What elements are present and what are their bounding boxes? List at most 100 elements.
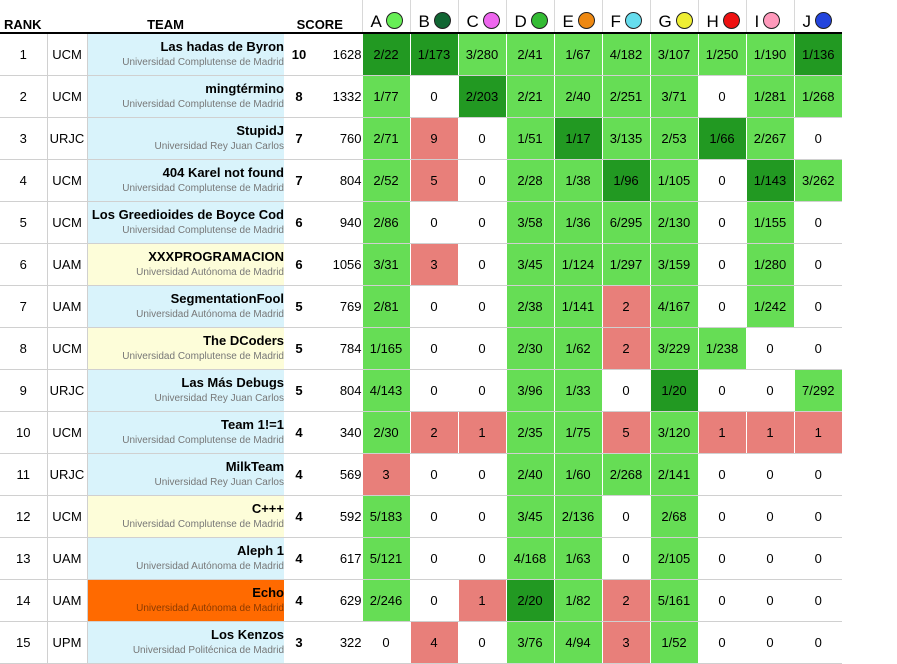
problem-cell[interactable]: 0 bbox=[457, 537, 507, 580]
problem-cell[interactable]: 3/262 bbox=[793, 159, 843, 202]
team-cell[interactable]: MilkTeam Universidad Rey Juan Carlos bbox=[87, 453, 284, 496]
problem-cell[interactable]: 1/33 bbox=[553, 369, 603, 412]
problem-header[interactable]: B bbox=[409, 0, 459, 34]
problem-cell[interactable]: 1/52 bbox=[649, 621, 699, 664]
problem-cell[interactable]: 1/17 bbox=[553, 117, 603, 160]
problem-cell[interactable]: 0 bbox=[697, 537, 747, 580]
problem-cell[interactable]: 3/229 bbox=[649, 327, 699, 370]
problem-cell[interactable]: 2/105 bbox=[649, 537, 699, 580]
problem-cell[interactable]: 0 bbox=[745, 369, 795, 412]
team-cell[interactable]: Las hadas de Byron Universidad Complutens… bbox=[87, 33, 284, 76]
problem-cell[interactable]: 2/35 bbox=[505, 411, 555, 454]
problem-cell[interactable]: 0 bbox=[457, 285, 507, 328]
problem-cell[interactable]: 0 bbox=[457, 117, 507, 160]
problem-cell[interactable]: 2/53 bbox=[649, 117, 699, 160]
problem-cell[interactable]: 0 bbox=[697, 621, 747, 664]
problem-cell[interactable]: 0 bbox=[793, 537, 843, 580]
problem-cell[interactable]: 2/136 bbox=[553, 495, 603, 538]
problem-cell[interactable]: 2/68 bbox=[649, 495, 699, 538]
team-cell[interactable]: Las Más Debugs Universidad Rey Juan Carlo… bbox=[87, 369, 284, 412]
problem-cell[interactable]: 0 bbox=[793, 285, 843, 328]
team-cell[interactable]: Los Greedioides de Boyce Cod Universidad … bbox=[87, 201, 284, 244]
problem-cell[interactable]: 1/281 bbox=[745, 75, 795, 118]
problem-cell[interactable]: 2 bbox=[601, 285, 651, 328]
problem-cell[interactable]: 2/40 bbox=[505, 453, 555, 496]
problem-cell[interactable]: 0 bbox=[601, 537, 651, 580]
problem-cell[interactable]: 0 bbox=[409, 579, 459, 622]
problem-cell[interactable]: 1/105 bbox=[649, 159, 699, 202]
problem-cell[interactable]: 2/41 bbox=[505, 33, 555, 76]
problem-cell[interactable]: 0 bbox=[601, 369, 651, 412]
problem-cell[interactable]: 0 bbox=[745, 579, 795, 622]
problem-cell[interactable]: 4/182 bbox=[601, 33, 651, 76]
problem-cell[interactable]: 0 bbox=[697, 495, 747, 538]
problem-cell[interactable]: 1/96 bbox=[601, 159, 651, 202]
problem-cell[interactable]: 1/190 bbox=[745, 33, 795, 76]
problem-cell[interactable]: 1/268 bbox=[793, 75, 843, 118]
problem-cell[interactable]: 0 bbox=[409, 201, 459, 244]
problem-cell[interactable]: 3/135 bbox=[601, 117, 651, 160]
problem-cell[interactable]: 0 bbox=[457, 453, 507, 496]
problem-cell[interactable]: 0 bbox=[457, 621, 507, 664]
table-row[interactable]: 8 UCM The DCoders Universidad Complutense d… bbox=[0, 327, 843, 370]
problem-cell[interactable]: 3/76 bbox=[505, 621, 555, 664]
problem-cell[interactable]: 0 bbox=[793, 327, 843, 370]
problem-cell[interactable]: 1 bbox=[457, 579, 507, 622]
problem-cell[interactable]: 5/121 bbox=[361, 537, 411, 580]
problem-cell[interactable]: 3/280 bbox=[457, 33, 507, 76]
problem-cell[interactable]: 3/31 bbox=[361, 243, 411, 286]
problem-cell[interactable]: 1/82 bbox=[553, 579, 603, 622]
problem-cell[interactable]: 0 bbox=[409, 495, 459, 538]
problem-cell[interactable]: 0 bbox=[697, 369, 747, 412]
problem-cell[interactable]: 2/246 bbox=[361, 579, 411, 622]
problem-cell[interactable]: 2/267 bbox=[745, 117, 795, 160]
problem-cell[interactable]: 2/38 bbox=[505, 285, 555, 328]
team-cell[interactable]: Aleph 1 Universidad Autónoma de Madrid bbox=[87, 537, 284, 580]
problem-header[interactable]: E bbox=[553, 0, 603, 34]
team-cell[interactable]: Team 1!=1 Universidad Complutense de Madr… bbox=[87, 411, 284, 454]
problem-cell[interactable]: 3/71 bbox=[649, 75, 699, 118]
problem-header[interactable]: C bbox=[457, 0, 507, 34]
problem-cell[interactable]: 1/242 bbox=[745, 285, 795, 328]
problem-cell[interactable]: 0 bbox=[745, 537, 795, 580]
problem-cell[interactable]: 4/94 bbox=[553, 621, 603, 664]
problem-cell[interactable]: 5 bbox=[409, 159, 459, 202]
team-cell[interactable]: mingtérmino Universidad Complutense de Ma… bbox=[87, 75, 284, 118]
problem-cell[interactable]: 0 bbox=[409, 537, 459, 580]
table-row[interactable]: 7 UAM SegmentationFool Universidad Autónoma… bbox=[0, 285, 843, 328]
problem-cell[interactable]: 3/45 bbox=[505, 495, 555, 538]
problem-cell[interactable]: 1/143 bbox=[745, 159, 795, 202]
problem-cell[interactable]: 0 bbox=[409, 75, 459, 118]
problem-cell[interactable]: 0 bbox=[745, 327, 795, 370]
problem-cell[interactable]: 3/45 bbox=[505, 243, 555, 286]
problem-header[interactable]: F bbox=[601, 0, 651, 34]
problem-cell[interactable]: 1/77 bbox=[361, 75, 411, 118]
problem-cell[interactable]: 0 bbox=[793, 117, 843, 160]
problem-cell[interactable]: 0 bbox=[457, 369, 507, 412]
problem-cell[interactable]: 0 bbox=[409, 327, 459, 370]
problem-cell[interactable]: 1/297 bbox=[601, 243, 651, 286]
problem-cell[interactable]: 0 bbox=[697, 201, 747, 244]
problem-cell[interactable]: 0 bbox=[745, 621, 795, 664]
problem-cell[interactable]: 2/30 bbox=[505, 327, 555, 370]
problem-cell[interactable]: 2/22 bbox=[361, 33, 411, 76]
problem-cell[interactable]: 2/130 bbox=[649, 201, 699, 244]
problem-cell[interactable]: 1/20 bbox=[649, 369, 699, 412]
problem-cell[interactable]: 1/136 bbox=[793, 33, 843, 76]
problem-cell[interactable]: 1/51 bbox=[505, 117, 555, 160]
team-cell[interactable]: Echo Universidad Autónoma de Madrid bbox=[87, 579, 284, 622]
problem-cell[interactable]: 0 bbox=[793, 453, 843, 496]
problem-cell[interactable]: 4/143 bbox=[361, 369, 411, 412]
problem-cell[interactable]: 3/120 bbox=[649, 411, 699, 454]
problem-cell[interactable]: 0 bbox=[793, 243, 843, 286]
problem-cell[interactable]: 2/40 bbox=[553, 75, 603, 118]
problem-cell[interactable]: 2/141 bbox=[649, 453, 699, 496]
team-cell[interactable]: 404 Karel not found Universidad Compluten… bbox=[87, 159, 284, 202]
problem-header[interactable]: G bbox=[649, 0, 699, 34]
problem-cell[interactable]: 0 bbox=[793, 579, 843, 622]
problem-cell[interactable]: 0 bbox=[457, 243, 507, 286]
problem-cell[interactable]: 4/168 bbox=[505, 537, 555, 580]
table-row[interactable]: 13 UAM Aleph 1 Universidad Autónoma de Madr… bbox=[0, 537, 843, 580]
problem-cell[interactable]: 3/96 bbox=[505, 369, 555, 412]
problem-cell[interactable]: 1/141 bbox=[553, 285, 603, 328]
